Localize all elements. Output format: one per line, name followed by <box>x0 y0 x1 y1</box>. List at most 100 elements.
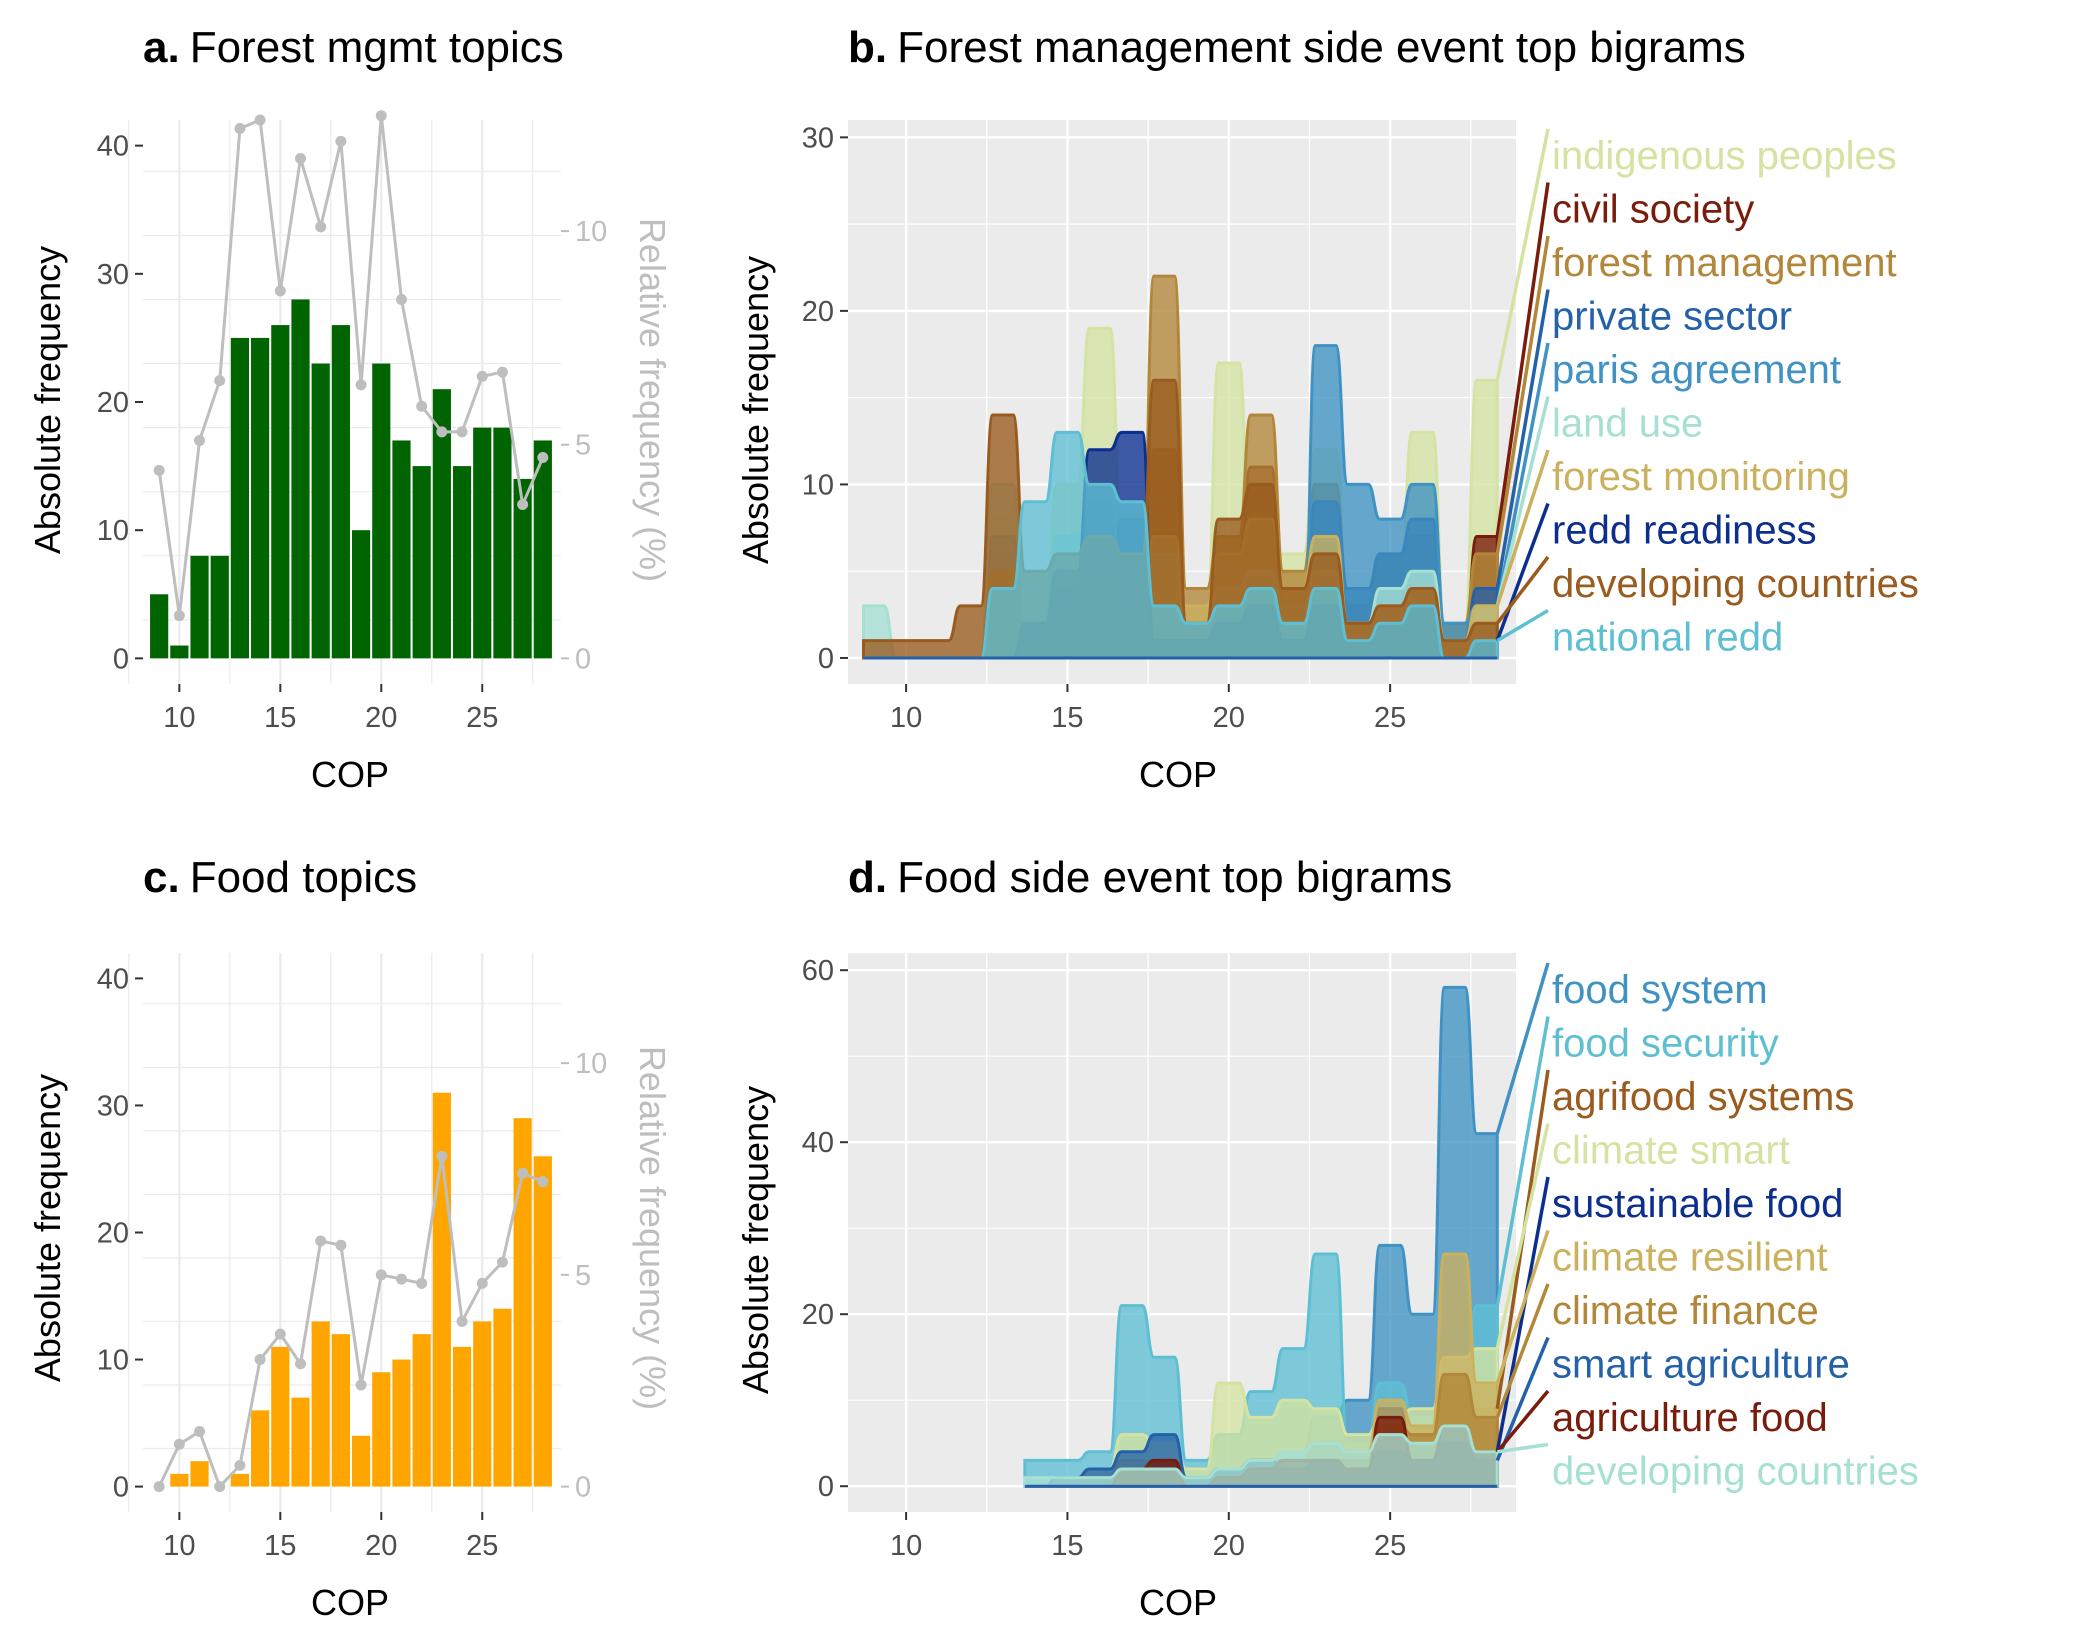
legend-connector <box>1495 1176 1550 1453</box>
bar <box>190 1461 209 1487</box>
panel-c-plot: 0 10 20 30 40 0 5 10 10 15 20 25 <box>97 953 607 1562</box>
legend-connector <box>1497 1442 1549 1454</box>
panel-d-ylabel: Absolute frequency <box>735 1086 776 1394</box>
relative-point <box>335 135 347 147</box>
bar <box>452 1346 472 1487</box>
y-tick-label: 10 <box>97 515 129 547</box>
y2-tick-label: 5 <box>575 1260 591 1292</box>
relative-point <box>496 366 508 378</box>
relative-point <box>517 499 529 511</box>
bars <box>150 299 552 659</box>
legend-connector <box>1495 289 1550 589</box>
legend-label-developing-countries: developing countries <box>1552 562 1919 606</box>
relative-point <box>436 426 448 438</box>
legend-connector <box>1495 1389 1550 1453</box>
bar <box>412 1334 431 1487</box>
relative-point <box>395 1273 407 1285</box>
y2-tick-label: 10 <box>575 216 607 248</box>
relative-point <box>254 1354 266 1366</box>
relative-point <box>375 1269 387 1281</box>
y-tick-label: 60 <box>802 955 834 987</box>
panel-b-title-text: Forest management side event top bigrams <box>897 23 1746 72</box>
legend-connector <box>1496 608 1549 643</box>
panel-c-title-text: Food topics <box>190 853 417 902</box>
bar <box>372 1372 391 1487</box>
x-tick-label: 20 <box>1213 702 1245 734</box>
panel-d-title-text: Food side event top bigrams <box>897 853 1452 902</box>
legend-connector <box>1495 1229 1550 1384</box>
legend-label-climate-finance: climate finance <box>1552 1289 1819 1333</box>
x-tick-label: 10 <box>890 702 922 734</box>
relative-point <box>153 464 165 476</box>
legend-label-food-system: food system <box>1552 968 1768 1012</box>
relative-point <box>315 1235 327 1247</box>
relative-point <box>194 1426 206 1438</box>
legend-label-indigenous-peoples: indigenous peoples <box>1552 134 1897 178</box>
bar <box>170 1473 189 1487</box>
relative-point <box>295 152 307 164</box>
panel-b-letter: b. <box>848 23 887 72</box>
relative-point <box>456 426 468 438</box>
legend-connector <box>1495 396 1550 607</box>
bar <box>291 299 310 659</box>
legend-label-agriculture-food: agriculture food <box>1552 1396 1828 1440</box>
legend-label-national-redd: national redd <box>1552 616 1783 660</box>
bar <box>190 555 209 659</box>
bar <box>170 645 189 659</box>
y2-tick-label: 5 <box>575 430 591 462</box>
y-tick-label: 30 <box>97 259 129 291</box>
relative-point <box>274 285 286 297</box>
relative-point <box>315 221 327 233</box>
panel-a-title: a. Forest mgmt topics <box>143 23 564 72</box>
relative-point <box>537 452 549 464</box>
relative-line <box>157 115 545 616</box>
y-tick-label: 20 <box>802 296 834 328</box>
y2-tick-label: 0 <box>575 643 591 675</box>
panel-d: d. Food side event top bigrams 0 20 40 60 10 1… <box>735 853 1919 1623</box>
panel-c-y2label: Relative frequency (%) <box>632 1046 673 1410</box>
panel-c-xlabel: COP <box>311 1582 389 1623</box>
bar <box>432 389 451 659</box>
relative-point <box>436 1150 448 1162</box>
bar <box>352 1435 371 1487</box>
legend-label-climate-smart: climate smart <box>1552 1129 1790 1173</box>
x-tick-label: 15 <box>1051 702 1083 734</box>
relative-point <box>395 293 407 305</box>
x-tick-label: 20 <box>365 702 397 734</box>
panel-b: b. Forest management side event top bigra… <box>735 23 1919 795</box>
gridlines <box>128 953 561 1512</box>
x-tick-label: 20 <box>1213 1530 1245 1562</box>
x-tick-label: 25 <box>1374 702 1406 734</box>
legend-connector <box>1495 962 1550 1135</box>
y-tick-label: 0 <box>113 1472 129 1504</box>
legend-connector <box>1495 235 1550 555</box>
bar <box>251 1410 270 1487</box>
bar <box>210 555 229 659</box>
legend-label-climate-resilient: climate resilient <box>1552 1236 1828 1280</box>
bar <box>352 530 371 659</box>
bar <box>331 1334 350 1487</box>
y-tick-label: 40 <box>97 963 129 995</box>
legend-connector <box>1495 1123 1550 1349</box>
relative-point <box>355 1379 367 1391</box>
relative-point <box>234 1459 246 1471</box>
legend-label-developing-countries: developing countries <box>1552 1450 1919 1494</box>
bar <box>311 1321 330 1487</box>
relative-point <box>416 1277 428 1289</box>
bar <box>271 1346 290 1487</box>
bar <box>331 325 350 659</box>
panel-b-ylabel: Absolute frequency <box>735 256 776 564</box>
relative-point <box>214 1481 226 1493</box>
relative-point <box>456 1315 468 1327</box>
y-tick-label: 0 <box>113 643 129 675</box>
legend-connector <box>1495 555 1550 625</box>
y2-tick-label: 10 <box>575 1048 607 1080</box>
panel-a: a. Forest mgmt topics 0 10 20 30 40 0 5 10 10 15 20… <box>27 23 673 795</box>
y-tick-label: 20 <box>97 1218 129 1250</box>
legend-label-civil-society: civil society <box>1552 188 1754 232</box>
x-tick-label: 25 <box>1374 1530 1406 1562</box>
x-tick-label: 10 <box>163 702 195 734</box>
bar <box>392 440 411 659</box>
legend-connector <box>1495 449 1550 607</box>
